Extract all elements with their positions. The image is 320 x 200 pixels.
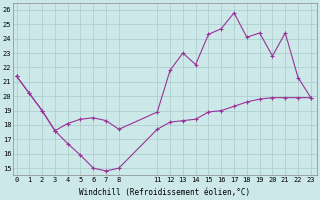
- X-axis label: Windchill (Refroidissement éolien,°C): Windchill (Refroidissement éolien,°C): [79, 188, 251, 197]
